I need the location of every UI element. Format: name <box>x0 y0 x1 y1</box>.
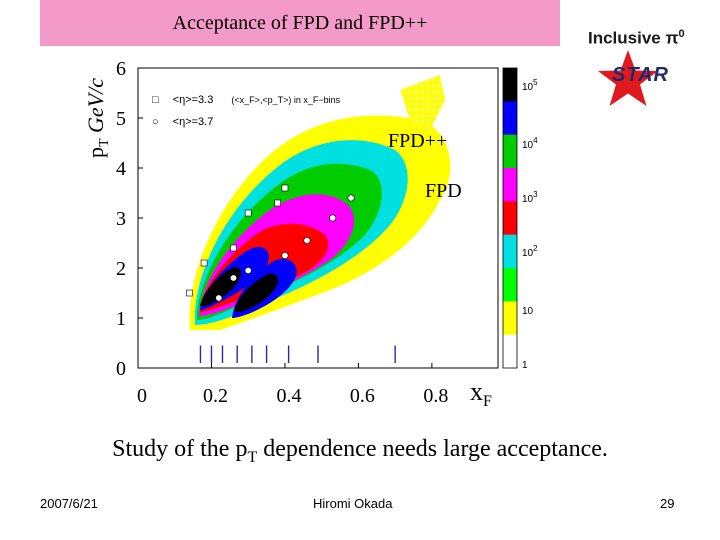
colorbar-label: 1 <box>522 360 528 371</box>
legend-marker-square: □ <box>152 94 159 106</box>
inclusive-text: Inclusive <box>588 28 661 48</box>
y-tick-label: 6 <box>116 58 126 80</box>
y-tick-label: 2 <box>116 258 126 280</box>
data-point-circle <box>230 274 238 282</box>
x-tick-marks <box>137 363 433 368</box>
data-point-circle <box>215 294 223 302</box>
data-point-circle <box>329 214 337 222</box>
region-label-fpdpp: FPD++ <box>388 130 448 152</box>
colorbar-segment <box>503 201 517 236</box>
colorbar-label: 10 <box>522 306 534 317</box>
data-point-square <box>274 199 281 207</box>
x-tick-label: 0.4 <box>276 385 301 407</box>
y-tick-label: 1 <box>116 308 126 330</box>
colorbar-segment <box>503 334 517 369</box>
data-point-square <box>186 289 193 297</box>
acceptance-bands <box>189 75 451 330</box>
slide-caption: Study of the pT dependence needs large a… <box>112 436 608 466</box>
slide-title: Acceptance of FPD and FPD++ <box>172 12 428 34</box>
x-axis-label: xF <box>470 377 492 411</box>
colorbar-segment <box>503 101 517 136</box>
colorbar-label: 105 <box>522 78 538 93</box>
y-tick-label: 3 <box>116 208 126 230</box>
mean-points <box>186 184 355 302</box>
footer-author: Hiromi Okada <box>313 496 393 511</box>
colorbar-label: 102 <box>522 244 538 259</box>
data-point-square <box>200 259 208 267</box>
data-point-circle <box>303 237 311 245</box>
footer-date: 2007/6/21 <box>40 496 98 511</box>
data-point-circle <box>347 194 355 202</box>
pi-charge: 0 <box>678 28 685 40</box>
colorbar-segment <box>503 168 517 202</box>
colorbar-segment <box>503 134 517 169</box>
legend-label-bins: (<x_F>,<p_T>) in x_F−bins <box>231 95 341 105</box>
x-tick-labels: 0 0.2 0.4 0.6 0.8 <box>137 385 448 407</box>
y-tick-label: 4 <box>116 158 126 180</box>
x-tick-label: 0 <box>137 385 147 407</box>
data-point-circle <box>281 252 289 260</box>
colorbar-segment <box>503 234 517 269</box>
legend-label-eta37: <η>=3.7 <box>172 116 214 128</box>
region-label-fpd: FPD <box>425 180 462 202</box>
colorbar-label: 104 <box>522 136 538 151</box>
colorbar-segment <box>503 268 517 302</box>
y-tick-marks <box>138 67 143 369</box>
data-point-square <box>230 244 237 252</box>
data-point-circle <box>244 266 252 274</box>
legend-item-eta37: ○ <η>=3.7 <box>152 112 340 130</box>
legend-item-eta33: □ <η>=3.3 (<x_F>,<p_T>) in x_F−bins <box>152 90 340 108</box>
legend-label-eta33: <η>=3.3 <box>172 94 214 106</box>
x-tick-label: 0.6 <box>350 385 375 407</box>
x-tick-label: 0.8 <box>423 385 448 407</box>
y-tick-labels: 0 1 2 3 4 5 6 <box>116 58 126 380</box>
y-tick-label: 0 <box>116 358 126 380</box>
legend-marker-circle: ○ <box>152 116 159 128</box>
star-logo-text: STAR <box>612 64 669 86</box>
legend: □ <η>=3.3 (<x_F>,<p_T>) in x_F−bins ○ <η… <box>152 90 340 130</box>
data-point-square <box>244 209 252 217</box>
colorbar <box>502 67 518 369</box>
title-banner <box>40 0 560 46</box>
footer-page-number: 29 <box>660 496 675 511</box>
y-tick-label: 5 <box>116 108 126 130</box>
colorbar-segment <box>503 301 517 336</box>
xF-bin-markers <box>199 345 396 363</box>
colorbar-frame <box>502 67 518 369</box>
pi-symbol: π <box>665 28 679 48</box>
data-point-square <box>281 184 289 192</box>
x-tick-label: 0.2 <box>203 385 228 407</box>
star-logo-icon <box>598 50 658 106</box>
colorbar-segment <box>503 68 517 102</box>
inclusive-pi0-label: Inclusive π0 <box>588 28 685 49</box>
colorbar-label: 103 <box>522 190 538 205</box>
